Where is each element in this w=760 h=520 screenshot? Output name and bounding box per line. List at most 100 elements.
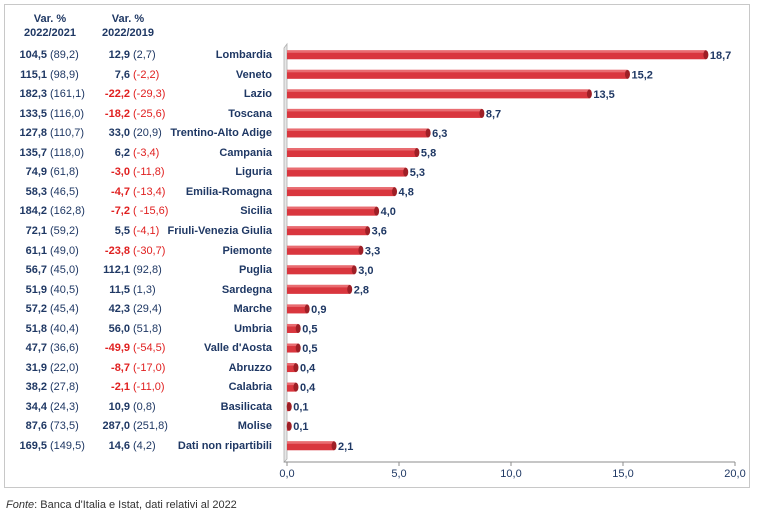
table-row: 133,5 (116,0) -18,2 (-25,6) <box>0 105 280 124</box>
bar <box>287 343 299 353</box>
value-2022-2019: 56,0 <box>108 322 130 335</box>
region-label: Calabria <box>228 381 272 394</box>
table-row: 104,5 (89,2) 12,9 (2,7) <box>0 46 280 65</box>
value-2022-2019: -18,2 <box>104 107 130 120</box>
table-row: 58,3 (46,5) -4,7 (-13,4) <box>0 183 280 202</box>
prev-2022-2019: (251,8) <box>133 420 168 433</box>
prev-2022-2021: (89,2) <box>50 49 79 61</box>
table-row: 56,7 (45,0) 112,1 (92,8) <box>0 261 280 280</box>
region-label: Puglia <box>238 264 272 277</box>
bar-highlight <box>287 363 296 366</box>
bar-value-label: 13,5 <box>593 89 614 101</box>
table-row: 61,1 (49,0) -23,8 (-30,7) <box>0 242 280 261</box>
bar <box>287 206 377 216</box>
bar-value-label: 2,8 <box>354 284 369 296</box>
prev-2022-2021: (45,4) <box>50 303 79 316</box>
value-2022-2021: 38,2 <box>25 381 47 394</box>
table-row: 87,6 (73,5) 287,0 (251,8) <box>0 417 280 436</box>
prev-2022-2019: (51,8) <box>133 322 162 335</box>
table-row: 51,9 (40,5) 11,5 (1,3) <box>0 281 280 300</box>
bar-highlight <box>287 441 335 444</box>
bar <box>287 187 395 197</box>
x-tick-label: 10,0 <box>500 468 521 480</box>
prev-2022-2019: (92,8) <box>133 264 162 277</box>
bar-value-label: 0,5 <box>302 343 317 355</box>
prev-2022-2019: (29,4) <box>133 303 162 316</box>
region-label: Lazio <box>243 88 272 101</box>
value-2022-2019: 6,2 <box>114 146 130 159</box>
table-row: 135,7 (118,0) 6,2 (-3,4) <box>0 144 280 163</box>
bar-highlight <box>287 89 590 92</box>
bar-end-cap <box>479 108 485 118</box>
prev-2022-2019: (-13,4) <box>133 185 166 198</box>
value-2022-2021: 127,8 <box>19 127 47 140</box>
bar <box>287 108 482 118</box>
table-row: 51,8 (40,4) 56,0 (51,8) <box>0 320 280 339</box>
table-row: 57,2 (45,4) 42,3 (29,4) <box>0 300 280 319</box>
bar-highlight <box>287 284 350 288</box>
bar-value-label: 3,3 <box>365 245 380 257</box>
x-tick-label: 5,0 <box>391 468 406 480</box>
bar-value-label: 0,4 <box>300 363 316 375</box>
region-label: Sardegna <box>221 283 272 296</box>
bar <box>287 284 350 294</box>
value-2022-2019: 10,9 <box>108 400 130 413</box>
value-2022-2021: 184,2 <box>19 205 47 218</box>
bar-end-cap <box>295 343 301 353</box>
bar-end-cap <box>347 284 353 294</box>
bar-end-cap <box>586 89 592 99</box>
bar <box>287 363 296 373</box>
bar-end-cap <box>331 441 337 451</box>
value-2022-2019: 5,5 <box>114 224 130 237</box>
prev-2022-2019: (-11,8) <box>133 166 165 179</box>
prev-2022-2021: (162,8) <box>50 205 85 218</box>
column-header-2022-2021: Var. % 2022/2021 <box>24 13 76 39</box>
region-label: Lombardia <box>215 49 272 61</box>
value-2022-2021: 87,6 <box>25 420 47 433</box>
bar-highlight <box>287 206 377 210</box>
table-row: 34,4 (24,3) 10,9 (0,8) <box>0 398 280 417</box>
value-2022-2021: 34,4 <box>25 400 47 413</box>
bar-end-cap <box>392 187 398 197</box>
bar-end-cap <box>293 382 299 392</box>
value-2022-2021: 61,1 <box>25 244 47 257</box>
bar-value-label: 0,9 <box>311 304 326 316</box>
bar-value-label: 4,0 <box>381 206 396 218</box>
value-2022-2021: 57,2 <box>25 303 47 316</box>
bar-highlight <box>287 323 299 327</box>
bar-end-cap <box>295 323 301 333</box>
region-label: Sicilia <box>240 205 272 218</box>
table-row: 127,8 (110,7) 33,0 (20,9) <box>0 124 280 143</box>
bar-end-cap <box>403 167 409 177</box>
prev-2022-2021: (40,4) <box>50 322 79 335</box>
prev-2022-2021: (73,5) <box>50 420 79 433</box>
bar-highlight <box>287 382 296 386</box>
prev-2022-2019: (0,8) <box>133 400 156 413</box>
x-tick-label: 20,0 <box>724 468 745 480</box>
region-label: Marche <box>233 303 272 316</box>
bar-highlight <box>287 148 417 151</box>
bar-value-label: 2,1 <box>338 441 353 453</box>
bar-end-cap <box>358 245 364 255</box>
bar-value-label: 6,3 <box>432 128 447 140</box>
value-2022-2021: 115,1 <box>20 68 47 81</box>
value-2022-2021: 58,3 <box>25 185 47 198</box>
table-row: 72,1 (59,2) 5,5 (-4,1) <box>0 222 280 241</box>
value-2022-2019: 11,5 <box>109 283 130 296</box>
prev-2022-2021: (36,6) <box>50 342 79 355</box>
bar-highlight <box>287 226 368 229</box>
source-note: Fonte: Banca d'Italia e Istat, dati rela… <box>6 499 237 511</box>
prev-2022-2019: (1,3) <box>133 283 156 296</box>
value-2022-2019: 287,0 <box>102 420 130 433</box>
bar-value-label: 0,5 <box>302 323 317 335</box>
value-2022-2019: -8,7 <box>111 361 130 374</box>
bar <box>287 245 361 255</box>
bar <box>287 226 368 236</box>
bar-value-label: 3,6 <box>372 226 387 238</box>
prev-2022-2019: (-4,1) <box>133 224 160 237</box>
bar-value-label: 18,7 <box>710 50 731 62</box>
region-label: Piemonte <box>222 244 272 257</box>
bar-end-cap <box>286 421 292 431</box>
prev-2022-2019: (20,9) <box>133 127 162 140</box>
